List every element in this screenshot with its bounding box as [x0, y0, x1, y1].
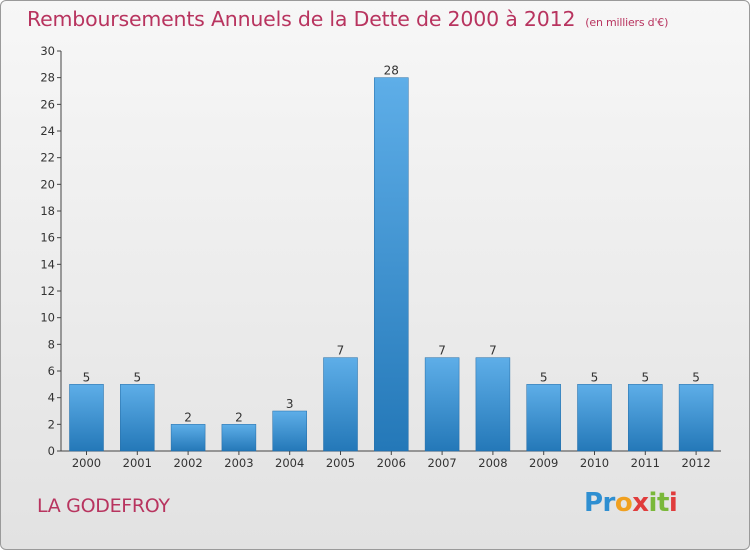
x-tick-label: 2008 [478, 456, 507, 470]
proxiti-logo[interactable]: Proxiti [584, 488, 678, 518]
data-label: 7 [337, 344, 345, 358]
commune-name: LA GODEFROY [37, 495, 170, 517]
data-label: 7 [489, 344, 497, 358]
y-tick-label: 16 [40, 231, 55, 245]
bar-2000 [69, 384, 104, 452]
y-tick-label: 14 [40, 257, 55, 271]
y-tick-label: 2 [48, 417, 55, 431]
data-label: 5 [83, 370, 91, 384]
bar-2002 [170, 424, 206, 452]
data-label: 5 [692, 370, 700, 384]
data-label: 5 [591, 370, 599, 384]
chart-title: Remboursements Annuels de la Dette de 20… [27, 7, 668, 31]
y-tick-label: 22 [40, 151, 55, 165]
y-tick-label: 4 [48, 391, 55, 405]
y-tick-label: 6 [48, 364, 55, 378]
y-tick-label: 8 [48, 337, 55, 351]
data-labels: 5 5 2 2 3 7 28 7 7 5 5 5 5 [83, 64, 700, 425]
chart-subtitle: (en milliers d'€) [585, 16, 669, 29]
data-label: 2 [235, 410, 243, 424]
data-label: 2 [184, 410, 192, 424]
y-tick-label: 28 [40, 71, 55, 85]
y-tick-label: 24 [40, 124, 55, 138]
bar-2005 [323, 357, 358, 452]
bar-2007 [424, 357, 460, 452]
data-label: 5 [133, 370, 141, 384]
y-tick-label: 10 [40, 311, 55, 325]
chart-title-text: Remboursements Annuels de la Dette de 20… [27, 7, 576, 31]
y-tick-label: 30 [40, 44, 55, 58]
bar-2011 [628, 384, 663, 452]
data-label: 3 [286, 397, 294, 411]
bar-2012 [678, 384, 714, 452]
bar-2009 [526, 384, 561, 452]
y-tick-label: 12 [40, 284, 55, 298]
bar-2003 [221, 424, 257, 452]
x-tick-label: 2003 [224, 456, 253, 470]
bars [69, 77, 714, 452]
x-tick-label: 2000 [72, 456, 101, 470]
data-label: 28 [384, 64, 399, 78]
data-label: 7 [438, 344, 446, 358]
x-tick-label: 2002 [173, 456, 202, 470]
y-tick-label: 0 [48, 444, 55, 458]
x-tick-label: 2007 [427, 456, 456, 470]
y-tick-label: 26 [40, 97, 55, 111]
x-tick-label: 2010 [580, 456, 609, 470]
y-tick-label: 18 [40, 204, 55, 218]
bar-2010 [577, 384, 612, 452]
x-tick-label: 2005 [326, 456, 355, 470]
bar-2006 [374, 77, 409, 452]
x-tick-label: 2004 [275, 456, 304, 470]
x-tick-label: 2012 [681, 456, 710, 470]
data-label: 5 [540, 370, 548, 384]
data-label: 5 [641, 370, 649, 384]
bar-2004 [272, 410, 307, 452]
bar-2008 [475, 357, 511, 452]
x-tick-label: 2006 [377, 456, 406, 470]
x-tick-label: 2009 [529, 456, 558, 470]
x-tick-label: 2011 [631, 456, 660, 470]
bar-2001 [120, 384, 155, 452]
y-tick-label: 20 [40, 177, 55, 191]
x-tick-label: 2001 [123, 456, 152, 470]
